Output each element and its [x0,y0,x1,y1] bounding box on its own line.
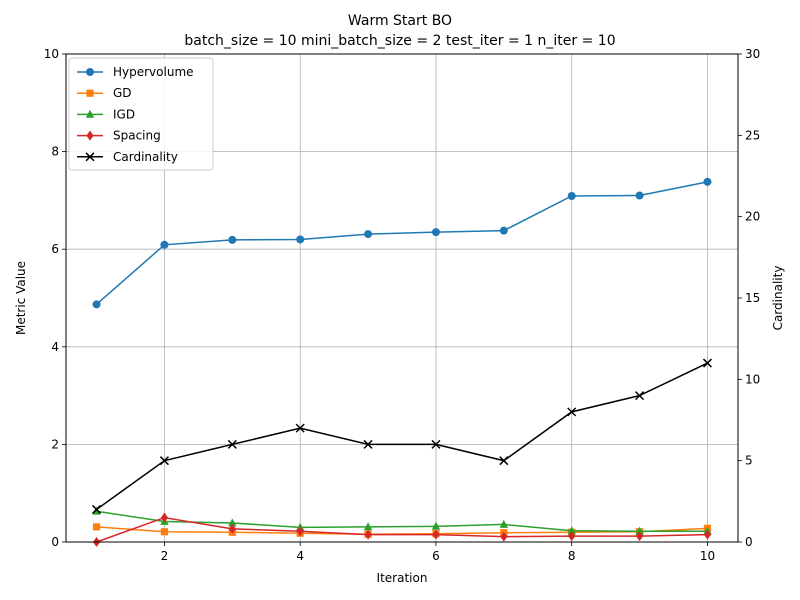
spacing-point [703,529,712,540]
marker-stroke [295,423,305,433]
x-tick-label: 10 [700,549,715,563]
igd-point [567,526,576,535]
series-cardinality [92,358,712,514]
igd-point [431,521,441,530]
hypervolume-point [567,192,576,201]
x-axis-label: Iteration [377,571,428,585]
igd-line [96,510,708,533]
spacing-point [160,512,169,523]
y2-tick-label: 15 [745,291,760,305]
chart-title: Warm Start BO [348,13,452,29]
legend-box [68,57,214,171]
x-tick-label: 2 [161,549,169,563]
marker-stroke [363,439,373,449]
legend-marker [86,130,94,141]
igd-point [635,526,644,535]
legend: Hypervolume GD IGD Spacing Cardinality [68,57,214,171]
y2-tick-label: 5 [745,454,753,468]
hypervolume-point [635,191,644,200]
spacing-point [296,526,304,537]
spacing-point [228,523,236,534]
legend-item-hypervolume: Hypervolume [77,65,194,79]
hypervolume-point [364,230,373,239]
hypervolume-point [296,235,305,244]
y-tick-label: 6 [51,242,59,256]
y2-tick-label: 20 [745,210,760,224]
cardinality-point [431,439,441,449]
cardinality-point [363,439,373,449]
spacing-point [432,529,440,540]
spacing-point [635,531,644,542]
spacing-point [364,529,372,540]
marker-stroke [567,407,577,417]
gd-point [160,528,169,536]
legend-label: GD [113,86,132,100]
series-spacing [92,512,712,547]
hypervolume-point [228,235,237,244]
hypervolume-point [431,228,440,237]
marker-stroke [431,439,441,449]
y-tick-label: 4 [51,340,59,354]
legend-item-spacing: Spacing [77,129,161,143]
legend-label: Hypervolume [113,65,194,79]
y-tick-label: 8 [51,145,59,159]
marker-stroke [159,456,169,466]
legend-marker [86,68,94,76]
hypervolume-line [96,181,708,305]
marker-stroke [635,391,645,401]
gd-point [92,523,101,531]
marker-stroke [702,358,712,368]
cardinality-point [92,504,102,514]
chart-subtitle: batch_size = 10 mini_batch_size = 2 test… [184,33,615,49]
y2-tick-label: 30 [745,47,760,61]
hypervolume-point [92,300,101,309]
legend-label: Cardinality [113,150,178,164]
igd-point [363,522,373,531]
legend-marker [85,109,95,118]
spacing-line [96,516,708,543]
y-tick-label: 2 [51,437,59,451]
marker-stroke [227,439,237,449]
x-tick-label: 4 [296,549,304,563]
cardinality-line [96,362,708,511]
axes: 2 4 6 8 10 0 2 4 6 8 10 0 5 10 15 20 25 30 [44,47,761,563]
y2-tick-label: 10 [745,372,760,386]
cardinality-point [499,456,509,466]
igd-point [499,519,509,528]
y2-tick-label: 25 [745,128,760,142]
legend-item-cardinality: Cardinality [77,150,178,164]
legend-label: Spacing [113,129,161,143]
marker-stroke [92,504,102,514]
y-axis-label: Metric Value [14,261,28,335]
cardinality-point [567,407,577,417]
cardinality-point [227,439,237,449]
igd-point [92,506,101,515]
cardinality-point [635,391,645,401]
cardinality-point [159,456,169,466]
legend-marker [85,152,95,162]
cardinality-point [295,423,305,433]
legend-item-gd: GD [77,86,132,100]
hypervolume-point [703,177,712,186]
y-tick-label: 10 [44,47,59,61]
hypervolume-point [499,226,508,235]
x-tick-label: 6 [432,549,440,563]
legend-label: IGD [113,107,135,121]
series-layer [92,177,712,547]
marker-stroke [499,456,509,466]
y2-axis-label: Cardinality [771,266,785,331]
hypervolume-point [160,240,169,249]
y-tick-label: 0 [51,535,59,549]
y2-tick-label: 0 [745,535,753,549]
series-hypervolume [92,177,712,309]
marker-stroke [85,152,95,162]
legend-marker [86,89,94,97]
x-tick-label: 8 [568,549,576,563]
spacing-point [500,531,508,542]
spacing-point [568,531,576,542]
igd-point [228,518,237,527]
legend-item-igd: IGD [77,107,135,121]
cardinality-point [702,358,712,368]
